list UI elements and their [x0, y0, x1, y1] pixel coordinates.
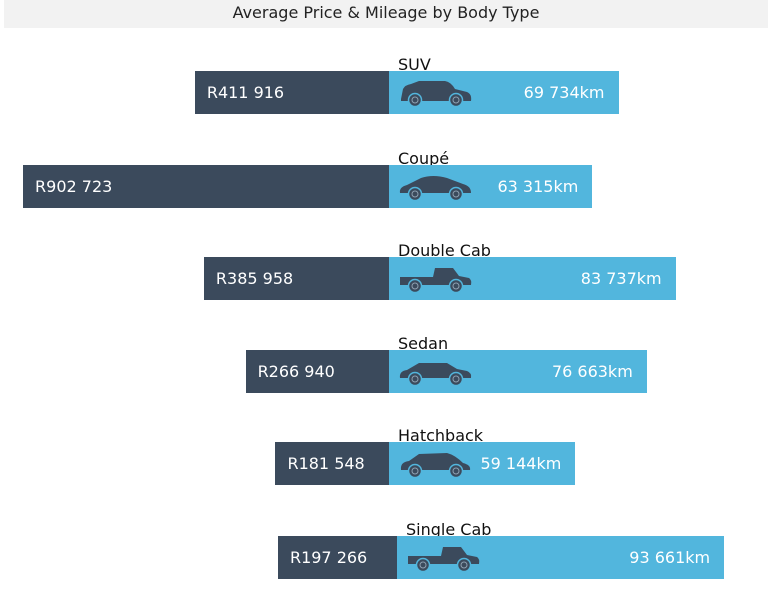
chart-row: Sedan R266 940 76 663km	[0, 334, 768, 414]
price-bar: R181 548	[275, 442, 389, 485]
pickup-double-cab-icon	[400, 268, 472, 294]
category-label: Hatchback	[398, 426, 484, 445]
chart-row: Hatchback R181 548 59 144km	[0, 426, 768, 506]
pickup-single-cab-icon	[408, 547, 480, 573]
chart-title: Average Price & Mileage by Body Type	[4, 0, 768, 28]
price-label: R181 548	[287, 454, 365, 473]
price-bar: R385 958	[203, 257, 389, 300]
mileage-label: 93 661km	[629, 548, 711, 567]
mileage-label: 76 663km	[551, 362, 633, 381]
mileage-label: 83 737km	[580, 269, 662, 288]
price-label: R197 266	[289, 548, 368, 567]
category-label: SUV	[398, 55, 431, 74]
mileage-bar: 63 315km	[389, 165, 593, 208]
hatchback-icon	[400, 453, 471, 479]
chart-row: SUV R411 916 69 734km	[0, 55, 768, 135]
price-label: R902 723	[35, 177, 113, 196]
price-bar: R266 940	[245, 350, 389, 393]
coupe-icon	[399, 176, 471, 202]
category-label: Single Cab	[406, 520, 492, 539]
chart-row: Double Cab R385 958 83 737km	[0, 241, 768, 321]
category-label: Sedan	[398, 334, 449, 353]
price-label: R411 916	[206, 83, 285, 102]
price-label: R266 940	[257, 362, 335, 381]
category-label: Coupé	[398, 149, 450, 168]
price-bar: R411 916	[194, 71, 389, 114]
sedan-icon	[399, 363, 472, 387]
price-bar: R902 723	[23, 165, 389, 208]
chart-row: Single Cab R197 266 93 661km	[0, 520, 768, 600]
suv-icon	[401, 81, 472, 108]
mileage-bar: 83 737km	[389, 257, 676, 300]
chart-row: Coupé R902 723 63 315km	[0, 149, 768, 229]
mileage-label: 63 315km	[497, 177, 579, 196]
price-label: R385 958	[215, 269, 294, 288]
category-label: Double Cab	[398, 241, 491, 260]
mileage-label: 69 734km	[523, 83, 605, 102]
mileage-label: 59 144km	[480, 454, 562, 473]
price-bar: R197 266	[277, 536, 397, 579]
